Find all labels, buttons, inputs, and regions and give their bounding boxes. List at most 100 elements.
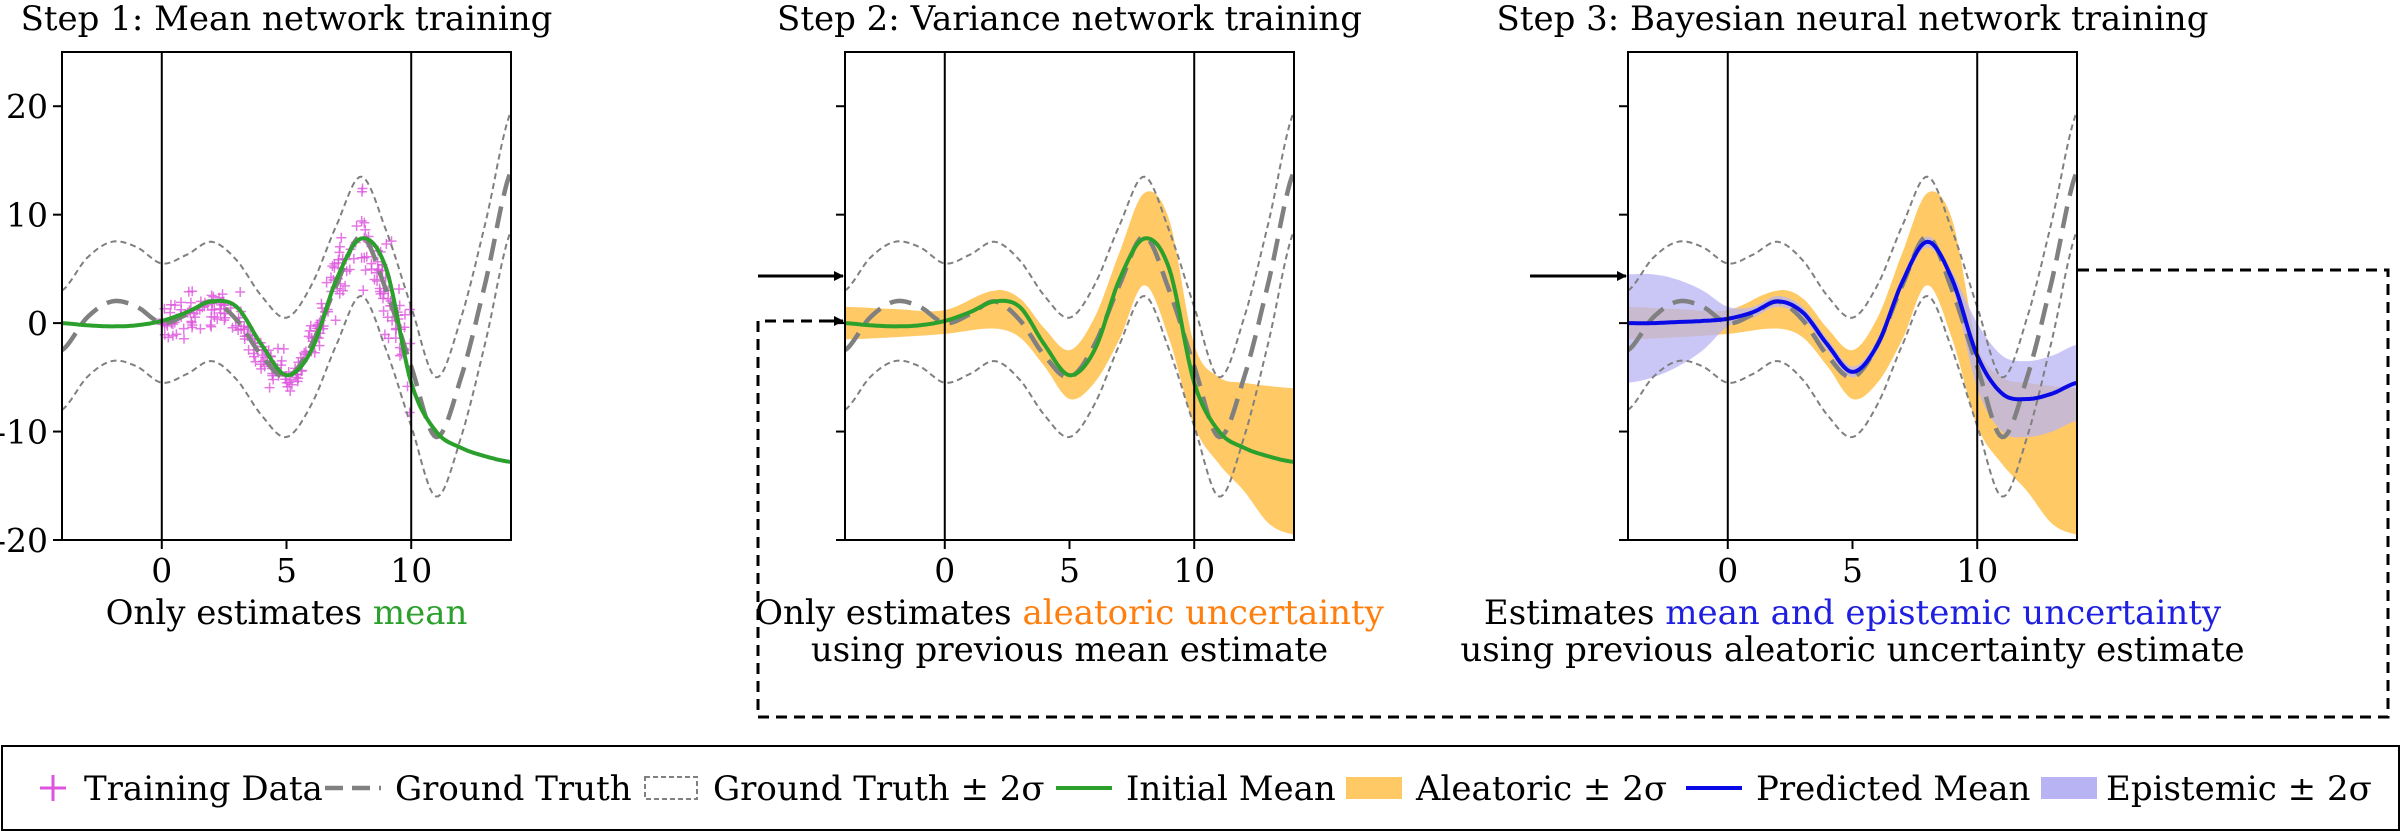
training-point	[235, 287, 246, 297]
training-point	[379, 329, 390, 340]
training-point	[326, 272, 336, 283]
x-tick-label: 10	[1173, 551, 1215, 590]
x-tick-label: 0	[934, 551, 955, 590]
training-point	[327, 261, 338, 272]
gt-upper	[1628, 111, 2077, 379]
y-tick-label: 20	[6, 87, 48, 126]
y-tick-label: -20	[0, 521, 48, 560]
legend-swatch-plus	[40, 775, 66, 801]
x-tick-label: 10	[1956, 551, 1998, 590]
ground-truth-line	[845, 170, 1294, 440]
aleatoric-band	[845, 191, 1294, 535]
training-point	[169, 300, 180, 311]
plot-area	[845, 111, 1294, 535]
training-point	[360, 265, 371, 276]
training-point	[334, 288, 345, 299]
legend: Training Data Ground Truth Ground Truth ± …	[1, 745, 2400, 831]
panel-title: Step 1: Mean network training	[21, 0, 553, 39]
x-tick-label: 10	[390, 551, 432, 590]
training-point	[357, 186, 367, 197]
training-point	[215, 308, 226, 318]
training-point	[167, 330, 178, 341]
caption-segment: Only estimates	[106, 593, 373, 633]
training-point	[372, 256, 383, 267]
panel-caption: Only estimates mean	[106, 593, 468, 633]
training-point	[220, 312, 231, 323]
training-point	[209, 312, 220, 322]
training-point	[303, 331, 314, 342]
plot-area	[1628, 111, 2077, 535]
panel-caption: using previous mean estimate	[811, 630, 1328, 670]
gt-lower	[62, 230, 511, 498]
training-point	[273, 343, 283, 354]
x-tick-label: 5	[1842, 551, 1863, 590]
training-point	[378, 306, 389, 316]
feedback-dashed-line	[756, 268, 2390, 719]
caption-segment: Only estimates	[755, 593, 1022, 633]
panel-3: 0 5 10 Step 3: Bayesian neural network trai…	[1460, 0, 2244, 670]
legend-label: Ground Truth	[395, 769, 632, 809]
panel-caption: Estimates mean and epistemic uncertainty	[1484, 593, 2222, 633]
training-point	[360, 224, 371, 235]
training-point	[378, 293, 388, 304]
training-data	[156, 183, 416, 418]
training-point	[233, 325, 244, 336]
x-tick-label: 0	[1717, 551, 1738, 590]
x-tick-label: 0	[151, 551, 172, 590]
legend-label: Predicted Mean	[1756, 769, 2030, 809]
training-point	[382, 312, 393, 323]
training-point	[330, 315, 341, 326]
legend-label: Initial Mean	[1126, 769, 1336, 809]
training-point	[356, 216, 367, 226]
y-tick-label: 0	[27, 304, 48, 343]
training-point	[329, 258, 340, 269]
training-point	[206, 290, 217, 301]
panel-caption: using previous aleatoric uncertainty est…	[1460, 630, 2244, 670]
legend-box	[1, 745, 2400, 831]
training-point	[219, 315, 230, 326]
epistemic-band	[1628, 236, 2077, 438]
training-point	[404, 304, 415, 315]
initial-mean-line	[62, 236, 511, 464]
training-point	[293, 373, 304, 384]
caption-segment: aleatoric uncertainty	[1022, 593, 1384, 633]
training-point	[264, 382, 275, 393]
panel-title: Step 2: Variance network training	[777, 0, 1362, 39]
x-tick-label: 5	[276, 551, 297, 590]
aleatoric-band	[1628, 191, 2077, 535]
training-point	[176, 297, 186, 308]
legend-label: Ground Truth ± 2σ	[713, 769, 1045, 809]
training-point	[336, 232, 347, 243]
legend-item-aleatoric: Aleatoric ± 2σ	[1346, 769, 1667, 809]
training-point	[165, 307, 176, 318]
training-point	[284, 377, 295, 388]
training-point	[348, 253, 359, 264]
gt-upper	[845, 111, 1294, 379]
panels: 0 5 10 20 10 0 -10 -20 Step 1: Mean network trai…	[0, 0, 2245, 670]
training-point	[358, 285, 369, 296]
legend-label: Training Data	[84, 769, 323, 809]
initial-mean-line	[845, 236, 1294, 464]
axes-frame	[61, 51, 512, 541]
training-point	[321, 277, 332, 288]
training-point	[340, 280, 351, 291]
gt-upper	[62, 111, 511, 379]
training-point	[249, 351, 259, 362]
training-point	[187, 286, 198, 297]
training-point	[359, 252, 370, 263]
panel-title: Step 3: Bayesian neural network training	[1497, 0, 2209, 39]
training-point	[186, 317, 197, 328]
caption-segment: mean	[373, 593, 468, 633]
legend-label: Epistemic ± 2σ	[2106, 769, 2372, 809]
training-point	[390, 333, 401, 344]
training-point	[369, 274, 380, 285]
training-point	[299, 348, 310, 358]
caption-segment: using previous aleatoric uncertainty est…	[1460, 630, 2244, 670]
legend-item-initial-mean: Initial Mean	[1056, 769, 1336, 809]
y-tick-label: 10	[6, 196, 48, 235]
training-point	[334, 247, 345, 258]
training-point	[195, 323, 206, 334]
legend-item-predicted-mean: Predicted Mean	[1686, 769, 2030, 809]
ground-truth-line	[1628, 170, 2077, 440]
